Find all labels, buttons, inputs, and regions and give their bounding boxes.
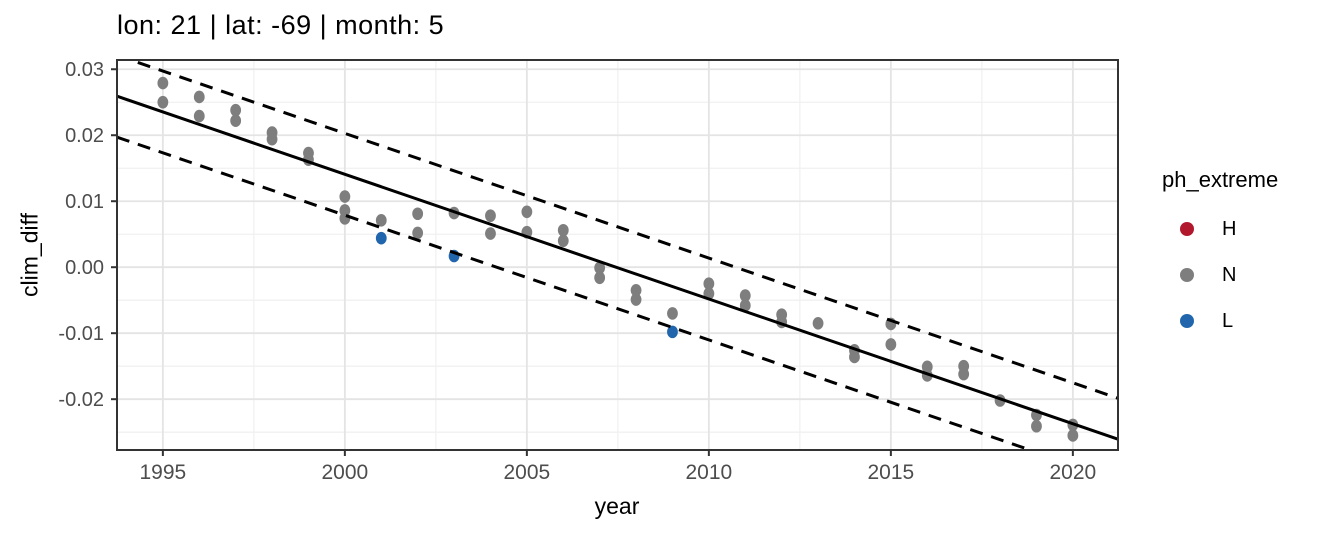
panel-border: [116, 59, 1119, 451]
y-tick-label: 0.03: [65, 59, 104, 81]
legend-item-h: H: [1162, 206, 1278, 252]
data-point-n: [739, 299, 751, 312]
data-point-n: [630, 293, 642, 306]
data-point-n: [193, 109, 205, 123]
data-point-n: [157, 76, 169, 90]
data-point-l: [667, 325, 678, 339]
legend-dot-l-icon: [1180, 314, 1194, 328]
data-point-n: [485, 227, 496, 240]
data-point-n: [230, 114, 242, 128]
data-point-n: [1031, 419, 1042, 433]
points-layer: [117, 60, 1118, 450]
y-tick-label: 0.00: [65, 257, 104, 279]
upper-band-line: [126, 60, 1118, 400]
legend-dot-n-icon: [1180, 268, 1194, 282]
legend-label-h: H: [1222, 217, 1237, 240]
data-point-n: [412, 226, 424, 240]
legend-dot-h-icon: [1180, 222, 1194, 236]
data-point-n: [594, 261, 606, 275]
data-point-n: [412, 207, 424, 221]
data-point-n: [739, 289, 751, 302]
data-point-n: [521, 205, 533, 219]
data-point-n: [485, 209, 496, 223]
data-point-n: [230, 103, 242, 117]
data-point-n: [266, 132, 278, 146]
trend-line: [117, 94, 1118, 441]
x-tick-label: 2010: [686, 461, 733, 484]
x-tick-label: 2020: [1050, 461, 1097, 484]
legend: ph_extreme H N L: [1162, 167, 1278, 344]
data-point-n: [339, 190, 351, 203]
y-tick-label: -0.01: [58, 323, 104, 345]
legend-label-n: N: [1222, 263, 1237, 286]
legend-item-n: N: [1162, 252, 1278, 298]
data-point-n: [557, 223, 569, 237]
y-tick-label: -0.02: [58, 389, 104, 411]
data-point-n: [1067, 429, 1079, 442]
y-tick-label: 0.01: [65, 191, 104, 213]
data-point-n: [557, 234, 569, 248]
x-axis-title: year: [594, 493, 640, 519]
data-point-n: [630, 284, 642, 297]
data-point-n: [958, 367, 970, 381]
data-point-n: [339, 212, 351, 225]
x-tick-label: 1995: [140, 461, 187, 484]
x-tick-label: 2005: [504, 461, 551, 484]
legend-item-l: L: [1162, 298, 1278, 344]
data-point-n: [849, 350, 860, 364]
data-point-l: [375, 231, 387, 245]
data-point-n: [193, 90, 205, 104]
data-point-n: [375, 214, 387, 227]
x-tick-label: 2000: [322, 461, 369, 484]
x-tick-label: 2015: [868, 461, 915, 484]
data-point-n: [667, 307, 678, 320]
data-point-n: [885, 338, 897, 351]
plot-title: lon: 21 | lat: -69 | month: 5: [117, 10, 445, 40]
legend-label-l: L: [1222, 309, 1234, 332]
y-tick-label: 0.02: [65, 125, 104, 147]
data-point-n: [812, 316, 824, 330]
legend-title: ph_extreme: [1162, 167, 1279, 192]
data-point-n: [703, 277, 715, 291]
data-point-n: [594, 271, 606, 285]
data-point-n: [157, 95, 169, 109]
lower-band-line: [117, 135, 1035, 450]
